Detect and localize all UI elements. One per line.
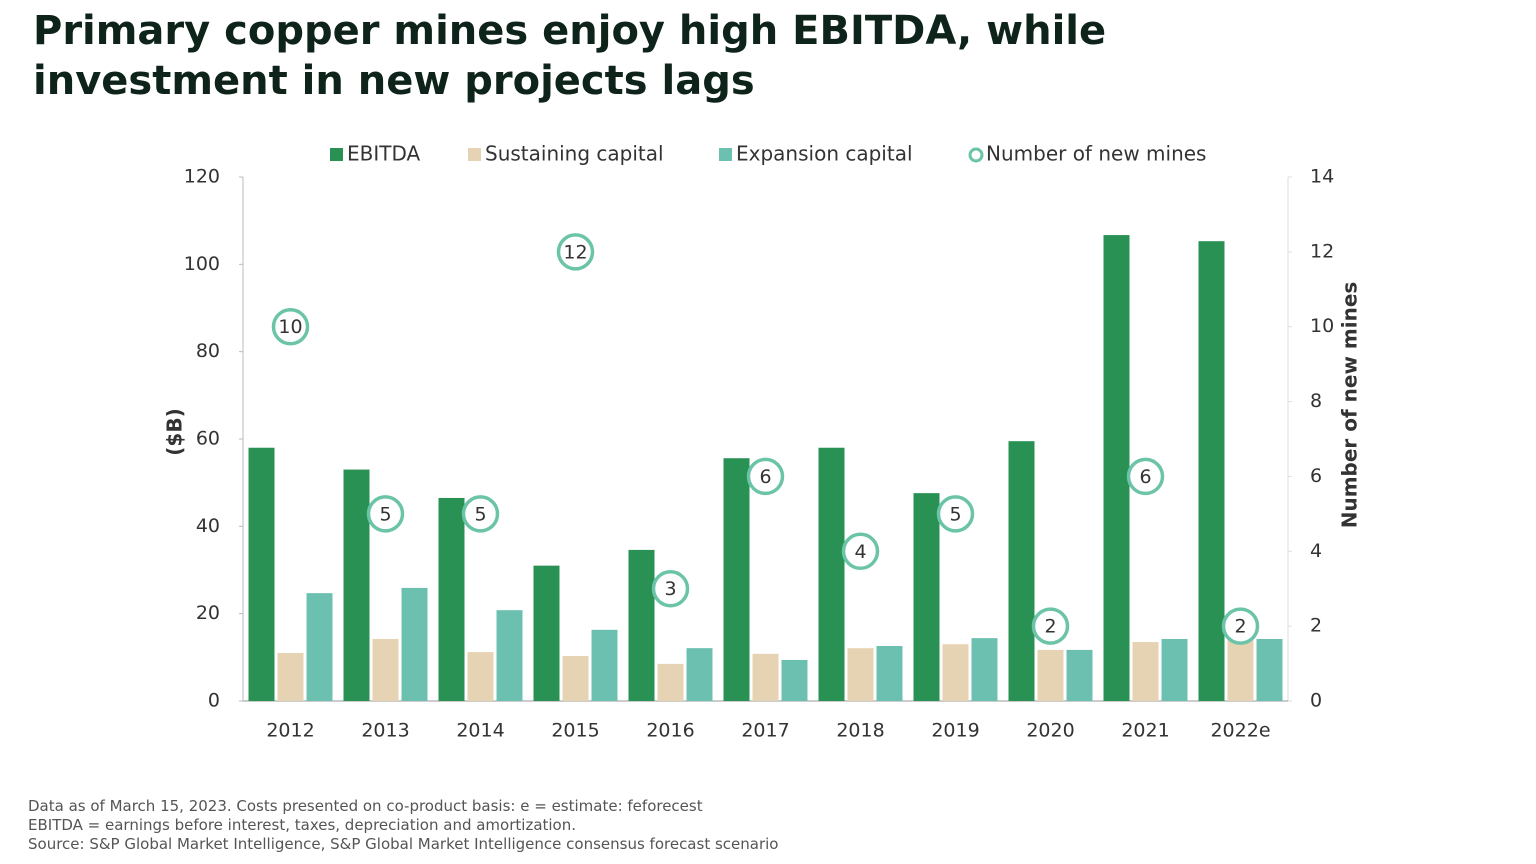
y-tick-label: 120 (184, 166, 220, 188)
legend-marker (330, 148, 343, 161)
mine-marker (936, 495, 975, 533)
footnote: EBITDA = earnings before interest, taxes… (28, 816, 576, 834)
mine-marker (1031, 607, 1070, 645)
legend-label: Number of new mines (986, 142, 1206, 166)
y-tick-label: 20 (196, 602, 220, 624)
data-label: 5 (949, 503, 961, 525)
data-label: 10 (278, 316, 302, 338)
data-label: 6 (1139, 466, 1151, 488)
y2-tick-label: 2 (1310, 615, 1322, 637)
data-label: 4 (854, 541, 866, 563)
y2-tick-label: 0 (1310, 690, 1322, 712)
footnote: Source: S&P Global Market Intelligence, … (28, 835, 778, 853)
legend-marker (719, 148, 732, 161)
bar (657, 663, 684, 701)
bar (306, 593, 333, 701)
mine-marker (1221, 607, 1260, 645)
mine-marker (1126, 457, 1165, 496)
mine-marker (651, 569, 690, 608)
data-label: 5 (474, 503, 486, 525)
bar (942, 644, 969, 701)
y-tick-label: 60 (196, 428, 220, 450)
bar (496, 610, 523, 701)
footnote: Data as of March 15, 2023. Costs present… (28, 797, 703, 815)
y2-axis-label: Number of new mines (1338, 282, 1362, 529)
bar (248, 447, 275, 701)
bar (1132, 642, 1159, 701)
x-tick-label: 2012 (266, 720, 314, 742)
data-label: 2 (1234, 616, 1246, 638)
bar (277, 652, 304, 701)
y-tick-label: 80 (196, 340, 220, 362)
bar (1103, 235, 1130, 701)
x-tick-label: 2013 (361, 720, 409, 742)
legend-label: Sustaining capital (485, 142, 664, 166)
legend-label: EBITDA (347, 142, 421, 166)
bar (343, 469, 370, 701)
x-tick-label: 2014 (456, 720, 504, 742)
bar (876, 645, 903, 701)
x-tick-label: 2019 (931, 720, 979, 742)
mine-marker (461, 495, 500, 533)
bar (1037, 649, 1064, 701)
legend-marker (968, 147, 984, 163)
mine-marker (366, 495, 405, 533)
data-label: 12 (563, 241, 587, 263)
y2-tick-label: 4 (1310, 540, 1322, 562)
bar (1198, 241, 1225, 701)
mine-marker (746, 457, 785, 496)
y-axis-label: ($B) (163, 408, 187, 455)
bar (1066, 649, 1093, 701)
legend-marker (468, 148, 481, 161)
mine-marker (271, 307, 310, 346)
y-tick-label: 100 (184, 253, 220, 275)
y2-tick-label: 14 (1310, 166, 1334, 188)
bar (971, 638, 998, 701)
bar (847, 648, 874, 701)
bar (562, 656, 589, 701)
bar (401, 587, 428, 701)
bar (467, 652, 494, 701)
legend-label: Expansion capital (736, 142, 913, 166)
chart-title: Primary copper mines enjoy high EBITDA, … (33, 8, 1106, 54)
bar (913, 493, 940, 701)
bar (723, 458, 750, 701)
bar (818, 447, 845, 701)
bar (372, 638, 399, 701)
mine-marker (841, 532, 880, 571)
bar (1256, 638, 1283, 701)
bar (1227, 639, 1254, 701)
bar (752, 653, 779, 701)
y-tick-label: 40 (196, 515, 220, 537)
data-label: 3 (664, 578, 676, 600)
y2-tick-label: 6 (1310, 465, 1322, 487)
bar (781, 659, 808, 701)
x-tick-label: 2021 (1121, 720, 1169, 742)
y2-tick-label: 8 (1310, 390, 1322, 412)
y2-tick-label: 12 (1310, 240, 1334, 262)
y2-tick-label: 10 (1310, 315, 1334, 337)
bar (1161, 638, 1188, 701)
x-tick-label: 2018 (836, 720, 884, 742)
bar (533, 565, 560, 701)
bar (1008, 441, 1035, 701)
chart-title: investment in new projects lags (33, 58, 755, 104)
y-tick-label: 0 (208, 690, 220, 712)
data-label: 5 (379, 503, 391, 525)
bar (686, 648, 713, 701)
x-tick-label: 2015 (551, 720, 599, 742)
x-tick-label: 2020 (1026, 720, 1074, 742)
bar (438, 497, 465, 701)
x-tick-label: 2017 (741, 720, 789, 742)
bar (628, 549, 655, 701)
data-label: 2 (1044, 616, 1056, 638)
data-label: 6 (759, 466, 771, 488)
mine-marker (556, 233, 595, 271)
x-tick-label: 2016 (646, 720, 694, 742)
x-tick-label: 2022e (1210, 720, 1270, 742)
bar (591, 629, 618, 701)
